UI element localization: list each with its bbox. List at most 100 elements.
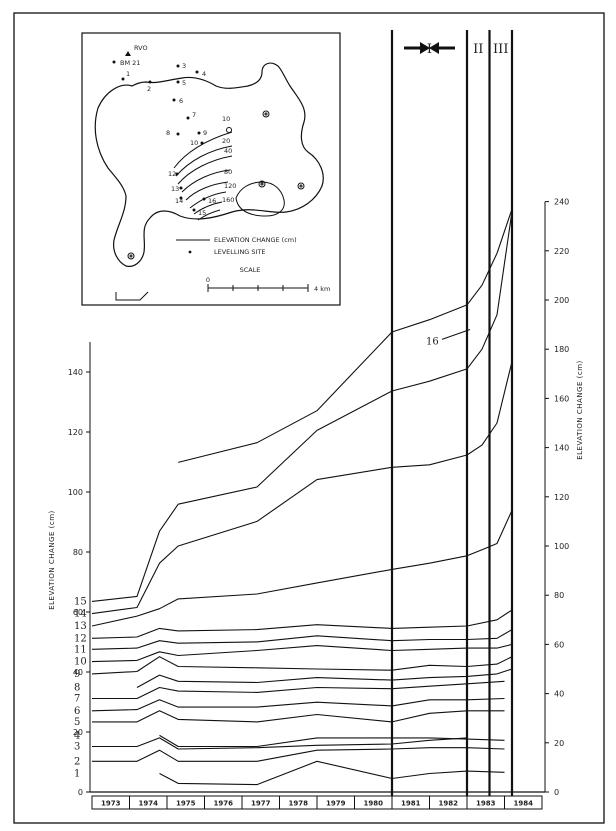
left-tick-label: 100 (68, 488, 83, 497)
period-label-I: I (427, 42, 432, 57)
series-line-7 (92, 680, 505, 700)
series-label-10: 10 (74, 657, 87, 668)
vent-symbols (127, 110, 305, 260)
site-marker-BM 21 (112, 60, 116, 64)
series-label-8: 8 (74, 682, 80, 693)
contour-label-20: 20 (222, 137, 230, 145)
axes: 0204060801001201400204060801001201401601… (68, 198, 569, 810)
contour-label-160: 160 (222, 196, 234, 204)
site-marker-10 (200, 141, 204, 145)
site-label-6: 6 (179, 97, 183, 105)
site-marker-12 (175, 172, 179, 176)
series-line-16 (178, 208, 513, 463)
right-tick-label: 80 (554, 591, 564, 600)
series-label-7: 7 (74, 694, 80, 705)
series-line-9 (91, 656, 513, 675)
right-tick-label: 60 (554, 640, 564, 649)
site-marker-9 (197, 131, 201, 135)
year-label: 1976 (214, 800, 234, 808)
contour-label-10: 10 (222, 115, 230, 123)
site-label-2: 2 (147, 85, 151, 93)
left-axis-title: ELEVATION CHANGE (cm) (48, 510, 56, 610)
left-tick-label: 140 (68, 368, 83, 377)
year-label: 1981 (401, 800, 421, 808)
inset-map-border (81, 32, 341, 306)
right-tick-label: 220 (554, 247, 569, 256)
series-line-8 (136, 668, 513, 688)
series-line-14 (91, 361, 513, 615)
inner-outline (235, 181, 285, 217)
series-line-1 (159, 760, 505, 786)
series-label-2: 2 (74, 756, 80, 767)
site-marker-8 (176, 132, 180, 136)
right-tick-label: 180 (554, 345, 569, 354)
site-label-4: 4 (202, 70, 206, 78)
site-marker-3 (176, 64, 180, 68)
legend-site-dot (188, 250, 192, 254)
series-16-leader (441, 329, 471, 340)
right-tick-label: 140 (554, 444, 569, 453)
site-label-12: 12 (168, 170, 176, 178)
site-marker-7 (186, 116, 190, 120)
series-label-12: 12 (74, 633, 87, 644)
contour-label-40: 40 (224, 147, 232, 155)
series-label-6: 6 (74, 706, 80, 717)
left-tick-label: 0 (78, 788, 83, 797)
contour-labels: 10 20 40 80 120 160 (222, 115, 236, 204)
site-label-5: 5 (182, 79, 186, 87)
scale-title: SCALE (240, 266, 261, 274)
left-tick-label: 80 (73, 548, 83, 557)
series-label-13: 13 (74, 621, 87, 632)
series-lines (91, 208, 513, 786)
right-tick-label: 200 (554, 296, 569, 305)
series-label-4: 4 (74, 730, 80, 741)
site-marker-13 (179, 186, 183, 190)
year-label: 1974 (139, 800, 159, 808)
series-label-9: 9 (74, 669, 80, 680)
site-label-3: 3 (182, 62, 186, 70)
scale-start: 0 (206, 276, 210, 284)
caldera-outline (94, 62, 324, 267)
site-label-9: 9 (203, 129, 207, 137)
series-label-15: 15 (74, 596, 87, 607)
site-marker-5 (176, 80, 180, 84)
left-tick-label: 40 (73, 668, 83, 677)
right-tick-label: 100 (554, 542, 569, 551)
year-label: 1984 (514, 800, 534, 808)
contour-label-80: 80 (224, 168, 232, 176)
left-tick-label: 120 (68, 428, 83, 437)
bottom-inlet (115, 291, 149, 301)
site-label-14: 14 (175, 197, 183, 205)
series-line-3 (92, 737, 468, 750)
series-label-1: 1 (74, 769, 80, 780)
site-marker-RVO (125, 51, 131, 56)
right-tick-label: 120 (554, 493, 569, 502)
left-tick-label: 20 (73, 728, 83, 737)
outer-border (13, 12, 605, 824)
series-line-5 (92, 710, 505, 723)
legend-contour-text: ELEVATION CHANGE (cm) (214, 236, 297, 244)
right-tick-label: 240 (554, 198, 569, 207)
site-label-BM 21: BM 21 (120, 59, 140, 67)
site-marker-2 (148, 80, 152, 84)
left-tick-label: 60 (73, 608, 83, 617)
year-label: 1982 (439, 800, 459, 808)
series-label-16: 16 (426, 336, 439, 347)
arrow-left-head (429, 42, 439, 54)
site-marker-4 (195, 70, 199, 74)
site-label-15: 15 (198, 209, 206, 217)
series-line-4 (159, 734, 505, 748)
site-label-1: 1 (126, 70, 130, 78)
year-label: 1983 (476, 800, 496, 808)
site-label-16: 16 (208, 197, 216, 205)
contour-lines (173, 131, 233, 221)
right-tick-label: 0 (554, 788, 559, 797)
site-label-RVO: RVO (134, 44, 148, 52)
series-label-14: 14 (74, 609, 87, 620)
series-line-6 (91, 697, 505, 712)
period-markers: I II III (390, 30, 514, 796)
year-label: 1977 (251, 800, 271, 808)
